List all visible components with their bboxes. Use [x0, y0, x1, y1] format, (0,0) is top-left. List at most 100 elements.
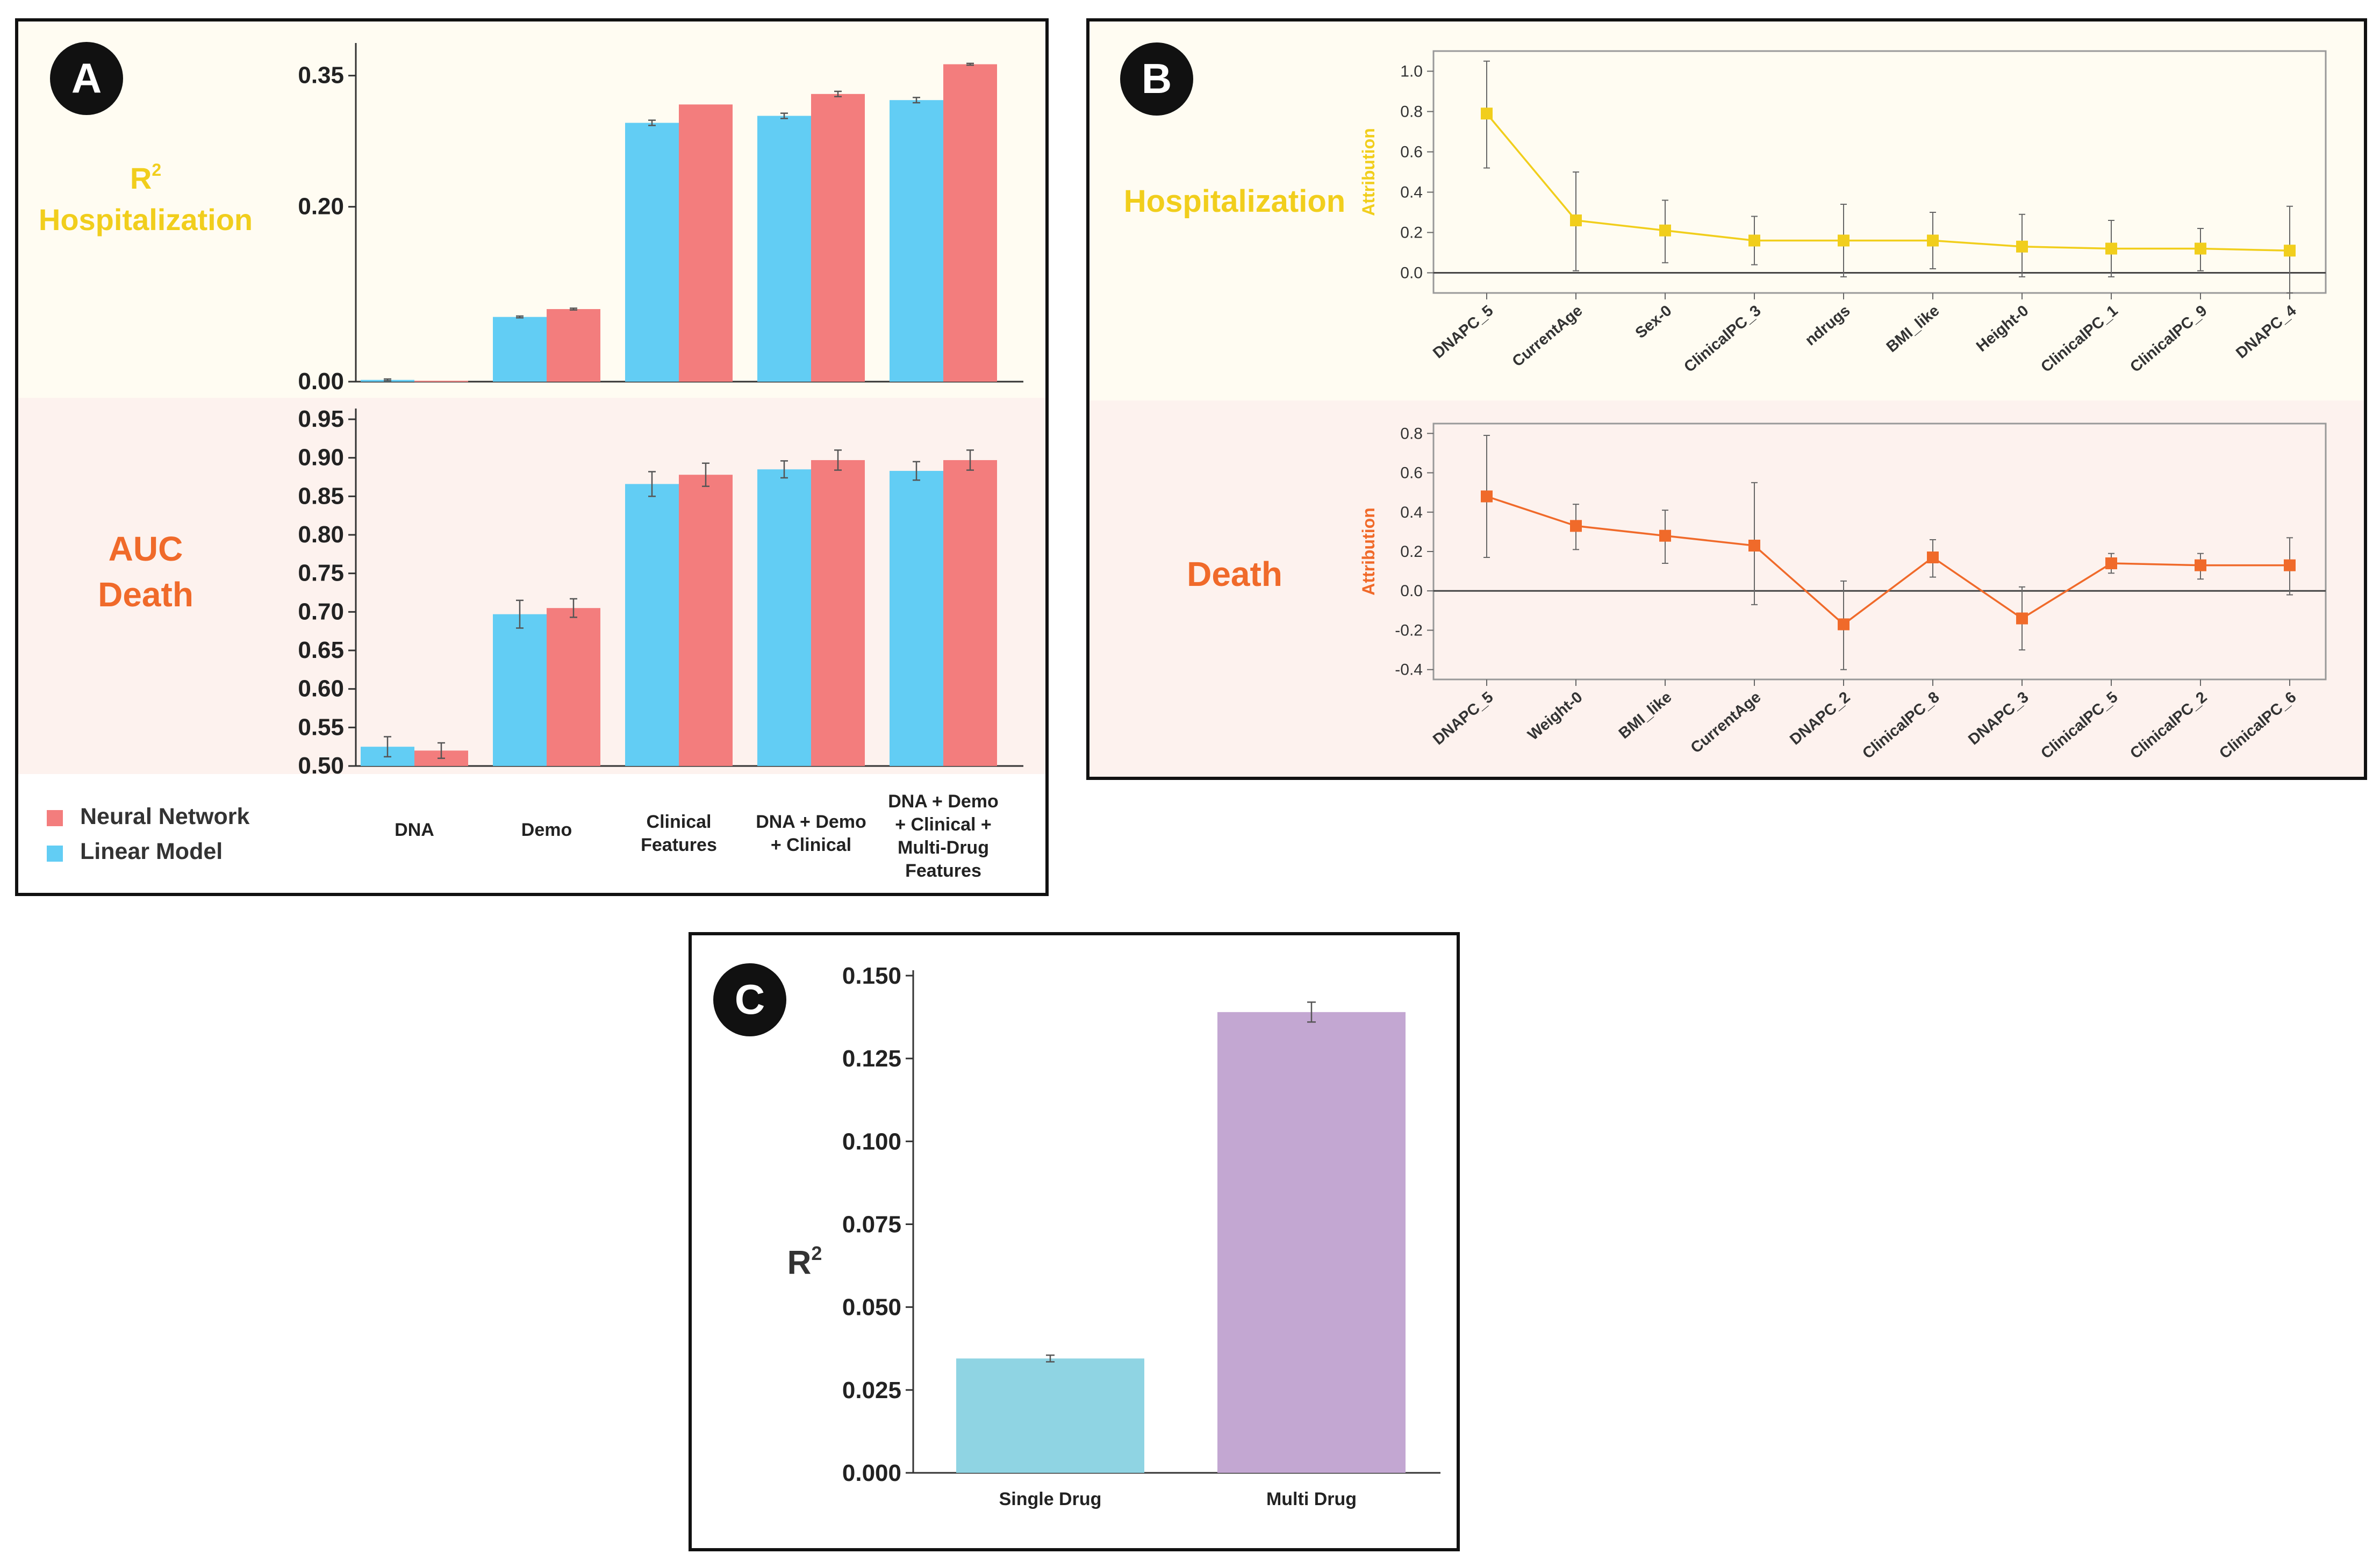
category-label: Demo [521, 820, 572, 840]
legend-linear-swatch [47, 846, 63, 862]
chart-a-top: 0.00 0.20 0.35 [298, 43, 1023, 395]
linear-bar-2 [493, 317, 547, 382]
c-ylabel: R2 [787, 1242, 822, 1281]
y-tick-label: 0.20 [298, 194, 344, 220]
category-label: + Clinical + [895, 814, 992, 835]
y-tick-label: -0.4 [1395, 661, 1423, 679]
auc-label: AUC [109, 529, 183, 568]
category-label: + Clinical [771, 835, 851, 855]
linear-bar-2 [493, 614, 547, 766]
category-label: DNA + Demo [756, 812, 866, 832]
panel-a-svg: A R2 Hospitalization AUC Death 0.00 0.20 0… [18, 22, 1045, 881]
y-tick-label: 0.65 [298, 637, 344, 663]
panel-b: B Hospitalization Death 0.0 0.2 0.4 0.6 0.8 1… [1086, 18, 2367, 780]
linear-bar-5 [890, 100, 943, 382]
b-hosp-background [1089, 22, 2364, 400]
category-label: Clinical [647, 812, 712, 832]
y-tick-label: 0.70 [298, 598, 344, 625]
data-point-6 [1927, 551, 1939, 563]
badge-a-letter: A [71, 54, 102, 102]
y-tick-label: 0.8 [1400, 425, 1423, 442]
y-tick-label: 0.4 [1400, 504, 1423, 521]
data-point-5 [1838, 234, 1849, 247]
neural-bar-3 [679, 475, 733, 766]
death-label: Death [98, 575, 193, 614]
badge-c-letter: C [735, 976, 765, 1023]
y-tick-label: 0.6 [1400, 144, 1423, 161]
data-point-10 [2284, 245, 2296, 257]
data-point-4 [1748, 234, 1760, 247]
neural-bar-2 [547, 608, 600, 766]
b-hospitalization-label: Hospitalization [1124, 184, 1345, 219]
chart-a-bottom: 0.50 0.55 0.60 0.65 0.70 0.75 0.80 0.85 0.90 0.95 [298, 406, 1023, 779]
series-line [1486, 495, 2290, 626]
y-tick-label: 0.075 [842, 1212, 901, 1238]
y-tick-label: 0.00 [298, 368, 344, 395]
linear-bar-3 [625, 484, 679, 766]
panel-c-svg: C R2 0.000 0.025 0.050 0.075 0.100 0.125 0.150… [713, 963, 1440, 1509]
y-tick-label: 0.100 [842, 1128, 901, 1155]
y-tick-label: 0.000 [842, 1460, 901, 1486]
category-label: Multi-Drug [898, 837, 989, 858]
neural-bar-5 [943, 460, 997, 766]
panel-b-svg: B Hospitalization Death 0.0 0.2 0.4 0.6 0.8 1… [1089, 22, 2364, 777]
data-point-1 [1481, 108, 1493, 120]
legend-linear-label: Linear Model [80, 839, 223, 864]
legend-neural-label: Neural Network [80, 804, 250, 829]
series-line [1486, 113, 2290, 252]
data-point-2 [1570, 214, 1582, 226]
y-tick-label: 0.0 [1400, 582, 1423, 600]
data-point-3 [1659, 529, 1671, 542]
data-point-8 [2105, 557, 2117, 569]
badge-a-circle [50, 42, 123, 115]
category-label: Features [641, 835, 717, 855]
neural-bar-4 [811, 460, 865, 766]
linear-bar-4 [757, 469, 811, 766]
data-point-3 [1659, 224, 1671, 237]
y-tick-label: 0.75 [298, 560, 344, 586]
y-tick-label: 1.0 [1400, 63, 1423, 81]
y-tick-label: 0.4 [1400, 184, 1423, 202]
linear-bar-4 [757, 116, 811, 382]
y-tick-label: -0.2 [1395, 621, 1423, 639]
y-tick-label: 0.125 [842, 1046, 901, 1072]
y-tick-label: 0.8 [1400, 103, 1423, 121]
y-tick-label: 0.6 [1400, 464, 1423, 482]
y-tick-label: 0.85 [298, 483, 344, 509]
neural-bar-4 [811, 94, 865, 382]
data-point-7 [2016, 612, 2028, 625]
neural-bar-1 [414, 381, 468, 382]
category-label: Single Drug [999, 1489, 1102, 1509]
panel-c: C R2 0.000 0.025 0.050 0.075 0.100 0.125 0.150… [689, 932, 1460, 1551]
r2-label-r: R [130, 161, 152, 195]
y-tick-label: 0.50 [298, 753, 344, 779]
r2-label-sup: 2 [152, 160, 161, 180]
y-tick-label: 0.2 [1400, 543, 1423, 561]
hospitalization-label: Hospitalization [39, 203, 253, 237]
data-point-9 [2195, 242, 2206, 255]
panel-a: A R2 Hospitalization AUC Death 0.00 0.20 0… [15, 18, 1049, 896]
bar-multi-drug [1217, 1012, 1406, 1473]
neural-bar-3 [679, 104, 733, 382]
r2-label: R2 [130, 160, 161, 195]
category-label: Features [905, 861, 981, 881]
data-point-8 [2105, 242, 2117, 255]
data-point-7 [2016, 240, 2028, 253]
y-tick-label: 0.95 [298, 406, 344, 432]
y-tick-label: 0.55 [298, 714, 344, 740]
data-point-10 [2284, 559, 2296, 571]
data-point-4 [1748, 540, 1760, 552]
data-point-9 [2195, 559, 2206, 571]
data-point-5 [1838, 618, 1849, 631]
y-tick-label: 0.150 [842, 963, 901, 989]
c-ylabel-r: R [787, 1244, 812, 1281]
bar-single-drug [956, 1358, 1144, 1473]
badge-c-circle [713, 963, 786, 1036]
y-tick-label: 0.0 [1400, 264, 1423, 282]
y-tick-label: 0.050 [842, 1294, 901, 1321]
c-ylabel-sup: 2 [811, 1242, 822, 1264]
plot-frame [1432, 50, 2327, 294]
neural-bar-2 [547, 309, 600, 382]
y-tick-label: 0.90 [298, 445, 344, 471]
